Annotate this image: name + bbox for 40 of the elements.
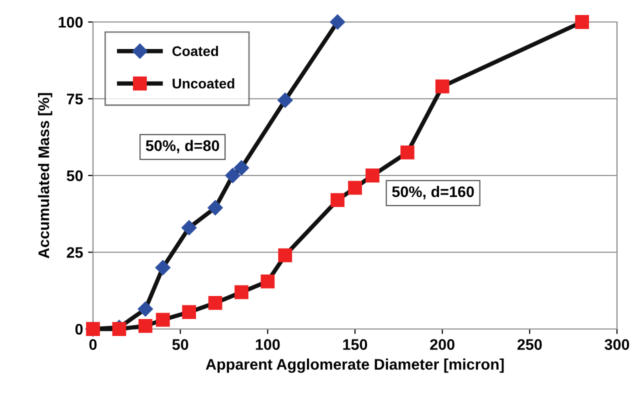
point: [112, 322, 126, 336]
legend-label: Uncoated: [172, 78, 234, 88]
point: [234, 285, 248, 300]
x-tick-label: 0: [89, 339, 97, 350]
point: [330, 14, 346, 30]
point: [225, 168, 240, 184]
point: [138, 301, 153, 317]
x-axis-title: Apparent Agglomerate Diameter [micron]: [206, 358, 504, 373]
x-tick-label: 150: [343, 339, 368, 350]
x-tick-label: 200: [430, 339, 454, 350]
y-tick-label: 100: [58, 16, 83, 28]
y-axis-title: Accumulated Mass [%]: [38, 93, 52, 258]
point: [330, 193, 344, 208]
x-tick-label: 50: [172, 339, 188, 350]
y-tick-label: 50: [66, 170, 83, 182]
point: [234, 160, 250, 176]
annotation: 50%, d=80: [146, 140, 220, 154]
x-tick-label: 100: [256, 339, 280, 350]
y-tick-label: 75: [66, 94, 83, 104]
y-tick-label: 25: [66, 247, 83, 258]
point: [182, 305, 196, 320]
point: [208, 296, 222, 310]
x-tick-label: 250: [517, 339, 542, 350]
point: [348, 180, 362, 195]
y-tick-label: 0: [75, 324, 83, 335]
point: [260, 274, 275, 288]
point: [181, 220, 197, 236]
point: [575, 15, 590, 29]
point: [208, 200, 223, 216]
point: [278, 92, 293, 108]
point: [155, 260, 170, 276]
annotation: 50%, d=160: [392, 186, 474, 200]
point: [138, 318, 152, 333]
point: [156, 312, 170, 327]
point: [366, 168, 380, 182]
x-tick-label: 300: [604, 339, 630, 350]
point: [435, 80, 450, 94]
legend-label: Coated: [172, 46, 218, 56]
point: [278, 248, 292, 262]
point: [400, 146, 414, 160]
